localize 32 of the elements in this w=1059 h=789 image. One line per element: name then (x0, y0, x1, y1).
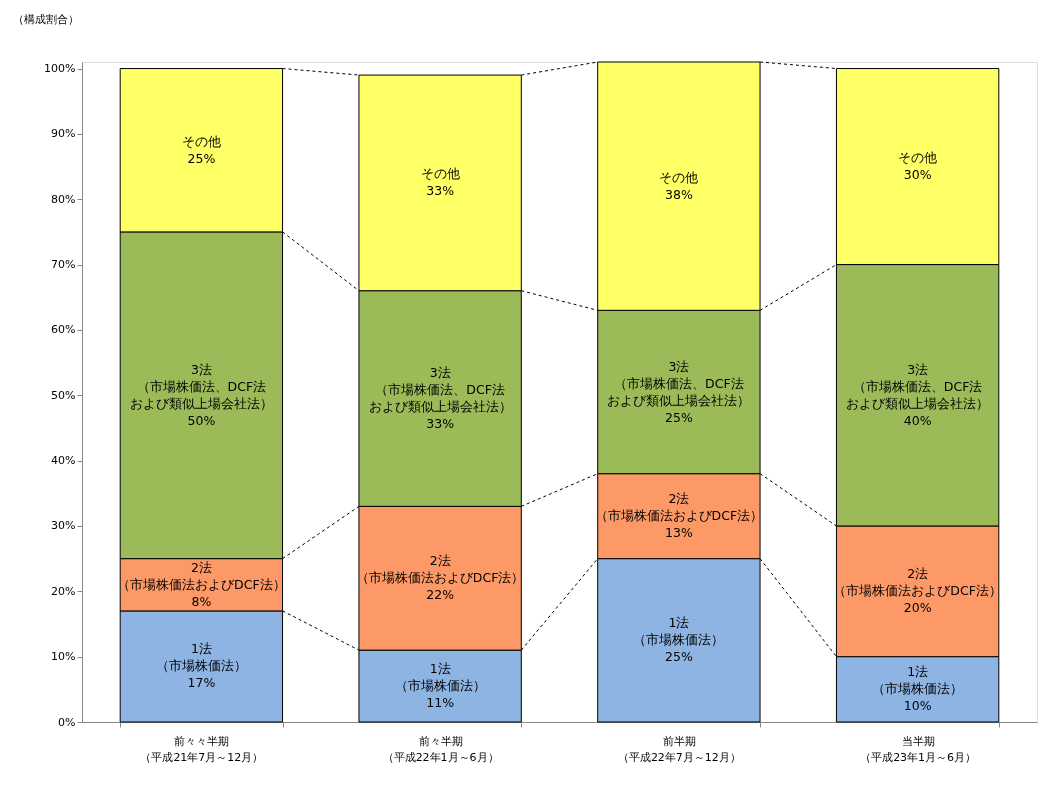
data-label: 2法（市場株価法およびDCF法）22% (355, 553, 525, 603)
y-tick-label: 50% (51, 388, 76, 402)
data-label: その他25% (181, 133, 221, 166)
data-label: 1法（市場株価法）25% (633, 615, 725, 665)
y-tick-label: 20% (51, 584, 76, 598)
x-tick-label: 前半期（平成22年7月～12月） (617, 734, 741, 764)
x-tick-label: 前々半期（平成22年1月～6月） (382, 734, 499, 764)
y-tick-label: 60% (51, 323, 76, 337)
x-tick-label: 前々々半期（平成21年7月～12月） (140, 734, 264, 764)
data-label: その他33% (420, 166, 460, 199)
y-tick-label: 40% (51, 454, 76, 468)
y-tick-label: 80% (51, 192, 76, 206)
data-label: 3法（市場株価法、DCF法および類似上場会社法）33% (368, 365, 512, 432)
data-label: 2法（市場株価法およびDCF法）20% (833, 566, 1002, 616)
y-tick-label: 0% (58, 715, 76, 729)
data-label: 1法（市場株価法）10% (872, 664, 964, 714)
data-label: 3法（市場株価法、DCF法および類似上場会社法）40% (846, 361, 990, 428)
data-label: 2法（市場株価法およびDCF法）8% (117, 559, 286, 609)
data-label: 1法（市場株価法）11% (394, 661, 486, 711)
y-tick-label: 30% (51, 519, 76, 533)
data-label: その他30% (898, 150, 938, 183)
y-axis-title: （構成割合） (12, 12, 79, 26)
x-tick-label: 当半期（平成23年1月～6月） (860, 734, 977, 764)
data-label: 1法（市場株価法）17% (155, 641, 247, 691)
y-tick-label: 10% (51, 650, 76, 664)
y-tick-label: 70% (51, 258, 76, 272)
data-label: 3法（市場株価法、DCF法および類似上場会社法）25% (607, 358, 751, 425)
y-tick-label: 100% (44, 62, 76, 76)
data-label: その他38% (659, 169, 699, 202)
y-tick-label: 90% (51, 127, 76, 141)
data-label: 2法（市場株価法およびDCF法）13% (594, 491, 764, 541)
data-label: 3法（市場株価法、DCF法および類似上場会社法）50% (129, 361, 273, 428)
